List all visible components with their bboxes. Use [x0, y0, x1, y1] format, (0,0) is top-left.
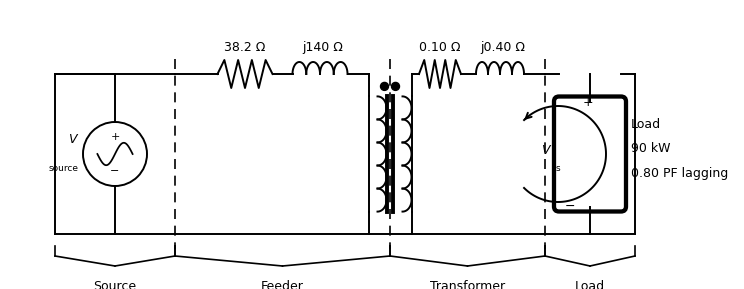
Text: +: + [583, 95, 593, 108]
Text: V: V [68, 133, 77, 146]
Text: Load: Load [575, 280, 605, 289]
Text: Feeder: Feeder [261, 280, 304, 289]
Text: 0.10 Ω: 0.10 Ω [420, 41, 461, 54]
Text: 0.80 PF lagging: 0.80 PF lagging [631, 168, 728, 181]
Text: 38.2 Ω: 38.2 Ω [224, 41, 266, 54]
Text: Transformer: Transformer [430, 280, 505, 289]
Text: j0.40 Ω: j0.40 Ω [481, 41, 525, 54]
Text: s: s [556, 164, 561, 173]
Circle shape [391, 82, 400, 90]
Text: source: source [49, 164, 79, 173]
Text: j140 Ω: j140 Ω [303, 41, 344, 54]
Text: 90 kW: 90 kW [631, 142, 670, 155]
Text: V: V [542, 144, 550, 157]
Text: +: + [110, 132, 120, 142]
Text: −: − [110, 166, 120, 176]
Text: Load: Load [631, 118, 661, 131]
Text: −: − [565, 199, 575, 212]
Text: Source: Source [94, 280, 137, 289]
Circle shape [380, 82, 388, 90]
